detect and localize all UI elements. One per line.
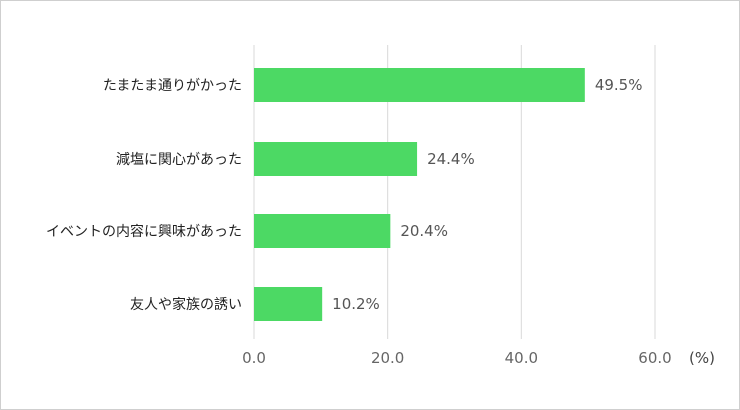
- bar-0: [254, 68, 585, 102]
- bar-1: [254, 142, 418, 176]
- category-label-3: 友人や家族の誘い: [130, 296, 242, 313]
- x-tick-label-2: 40.0: [505, 349, 538, 367]
- value-label-2: 20.4%: [400, 222, 448, 240]
- x-tick-label-3: 60.0: [638, 349, 671, 367]
- x-unit-label: (%): [689, 349, 715, 367]
- bar-3: [254, 287, 323, 321]
- value-label-1: 24.4%: [427, 150, 475, 168]
- value-label-0: 49.5%: [595, 76, 643, 94]
- x-tick-label-1: 20.0: [371, 349, 404, 367]
- value-label-3: 10.2%: [332, 295, 380, 313]
- bar-2: [254, 214, 391, 248]
- category-label-1: 減塩に関心があった: [116, 151, 242, 168]
- category-label-2: イベントの内容に興味があった: [46, 223, 242, 240]
- category-label-0: たまたま通りがかった: [103, 78, 242, 94]
- x-axis: 0.0 20.0 40.0 60.0 (%): [242, 349, 715, 367]
- x-tick-label-0: 0.0: [242, 349, 266, 367]
- labels: たまたま通りがかった 49.5% 減塩に関心があった 24.4% イベントの内容に興味が…: [46, 76, 642, 313]
- bars: [254, 68, 585, 321]
